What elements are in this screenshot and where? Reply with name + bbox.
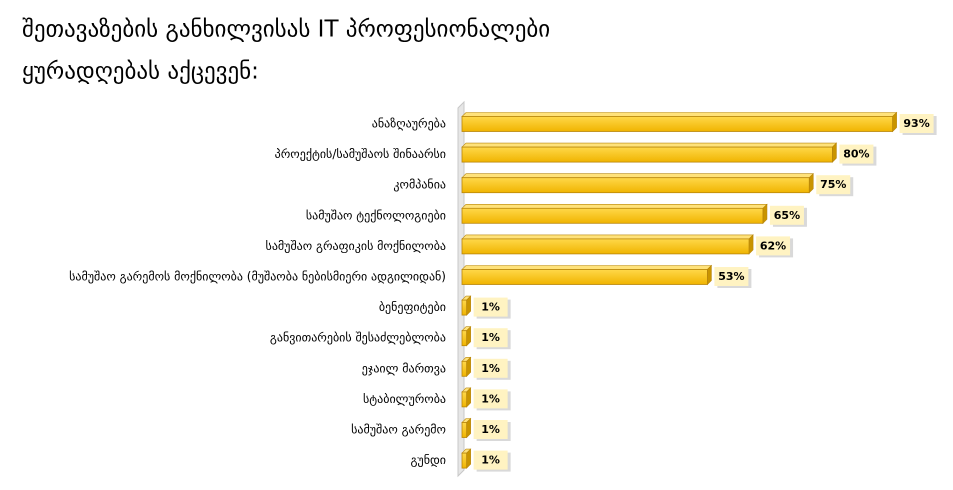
value-label-box <box>839 144 874 164</box>
bar <box>461 391 468 408</box>
bar-top <box>461 204 768 209</box>
bar <box>461 360 468 377</box>
category-label: ეჯაილ მართვა <box>362 361 446 375</box>
bar <box>461 299 468 316</box>
bar <box>461 422 468 438</box>
back-wall <box>457 100 465 478</box>
value-label-box <box>473 297 508 317</box>
value-label-box <box>473 420 508 439</box>
value-label: 53% <box>718 270 744 283</box>
value-label: 1% <box>481 454 500 467</box>
value-label-box <box>714 267 749 286</box>
value-label: 1% <box>481 301 500 314</box>
value-label: 65% <box>774 209 800 222</box>
value-label-box <box>899 114 934 133</box>
value-label: 1% <box>481 362 500 375</box>
value-label-box <box>473 358 508 378</box>
value-label: 62% <box>760 239 786 252</box>
value-label: 75% <box>820 178 846 191</box>
value-label-box <box>473 389 508 409</box>
bar <box>461 207 764 224</box>
bar <box>461 146 833 163</box>
bar <box>461 269 708 285</box>
category-label: სტაბილურობა <box>363 392 446 406</box>
bar <box>461 238 750 255</box>
category-label: სამუშაო ტექნოლოგიები <box>306 208 446 222</box>
bar <box>461 116 893 132</box>
category-label: სამუშაო გარემოს მოქნილობა (მუშაობა ნების… <box>69 270 446 284</box>
value-label: 1% <box>481 392 500 405</box>
chart-title: ყურადღებას აქცევენ: <box>22 59 259 85</box>
bar-top <box>461 112 898 117</box>
value-label-box <box>473 450 508 470</box>
category-label: კომპანია <box>393 178 446 192</box>
category-label: პროექტის/სამუშაოს შინაარსი <box>275 147 446 161</box>
bar-top <box>461 265 713 270</box>
value-label-box <box>756 236 791 256</box>
category-label: გუნდი <box>410 453 446 467</box>
bar-top <box>461 142 838 148</box>
bar <box>461 452 468 469</box>
chart-title: შეთავაზების განხილვისას IT პროფესიონალებ… <box>22 17 550 43</box>
value-label-box <box>473 328 508 348</box>
bar-top <box>461 234 754 240</box>
bar-top <box>461 173 814 178</box>
category-label: ბენეფიტები <box>379 300 446 314</box>
value-label: 93% <box>903 117 929 130</box>
bar <box>461 177 810 194</box>
category-label: განვითარების შესაძლებლობა <box>270 331 446 345</box>
bar <box>461 330 468 347</box>
value-label: 1% <box>481 423 500 436</box>
value-label-box <box>769 205 804 225</box>
value-label: 80% <box>843 148 869 161</box>
value-label-box <box>816 175 851 195</box>
value-label: 1% <box>481 331 500 344</box>
category-label: სამუშაო გარემო <box>351 423 446 437</box>
category-label: სამუშაო გრაფიკის მოქნილობა <box>266 239 446 253</box>
category-label: ანაზღაურება <box>372 117 446 131</box>
